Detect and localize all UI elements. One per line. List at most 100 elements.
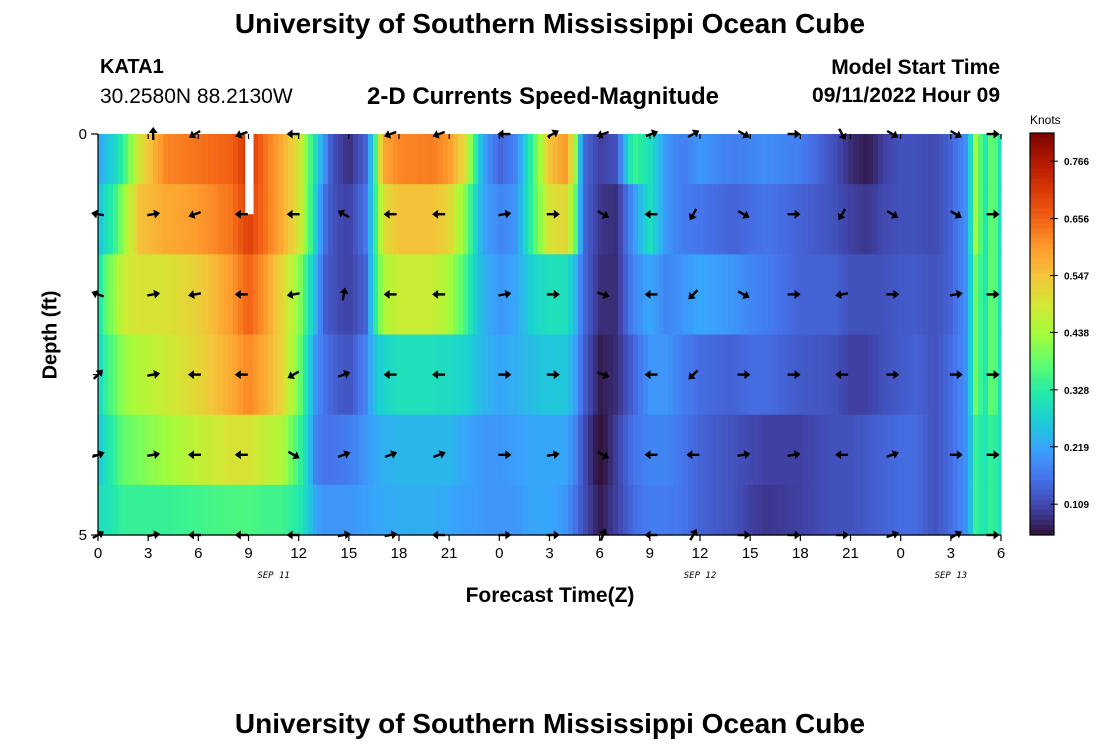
heatmap-cell [748,414,754,486]
heatmap-cell [618,184,624,255]
heatmap-cell [563,134,569,185]
heatmap-cell [558,484,564,536]
heatmap-cell [828,484,834,536]
colorbar-cell [1030,509,1054,516]
heatmap-cell [378,254,384,336]
heatmap-cell [503,134,509,185]
heatmap-cell [778,414,784,486]
heatmap-cell [373,484,379,536]
heatmap-cell [138,184,144,255]
colorbar-cell [1030,334,1054,340]
heatmap-cell [118,334,124,416]
heatmap-cell [908,484,914,536]
heatmap-cell [858,134,864,185]
current-arrow [188,530,201,540]
heatmap-cell [658,134,664,185]
colorbar-cell [1030,414,1054,420]
heatmap-cell [523,134,529,185]
heatmap-cell [758,414,764,486]
heatmap-cell [338,484,344,536]
x-tick-label: 9 [646,545,654,562]
colorbar-cell [1030,524,1054,531]
heatmap-cell [843,484,849,536]
heatmap-cell [638,484,644,536]
x-tick-label: 0 [94,545,102,562]
heatmap-cell [753,254,759,336]
current-arrow [383,370,397,380]
current-arrow [950,210,962,219]
heatmap-cell [808,484,814,536]
heatmap-cell [338,414,344,486]
heatmap-cell [523,254,529,336]
heatmap-cell [678,184,684,255]
heatmap-cell [918,184,924,255]
heatmap-cell [173,334,179,416]
heatmap-cell [998,134,1002,185]
heatmap-cell [908,254,914,336]
current-arrow [835,290,849,300]
heatmap-cell [193,184,199,255]
heatmap-cell [868,184,874,255]
current-arrow [337,450,351,459]
heatmap-cell [403,334,409,416]
heatmap-cell [853,254,859,336]
heatmap-cell [228,484,234,536]
heatmap-cell [938,484,944,536]
heatmap-cell [303,334,309,416]
heatmap-cell [588,334,594,416]
heatmap-cell [713,414,719,486]
heatmap-cell [978,254,984,336]
heatmap-cell [483,134,489,185]
heatmap-cell [973,134,979,185]
x-tick-label: 21 [842,545,859,562]
heatmap-cell [808,414,814,486]
heatmap-cell [368,134,374,185]
heatmap-cell [553,414,559,486]
colorbar-cell [1030,268,1054,275]
heatmap-cell [668,184,674,255]
heatmap-cell [453,254,459,336]
heatmap-cell [518,484,524,536]
current-arrow [688,369,699,380]
heatmap-cell [258,334,264,416]
heatmap-cell [773,414,779,486]
heatmap-cell [743,134,749,185]
heatmap-cell [798,484,804,536]
heatmap-cell [358,134,364,185]
colorbar-cell [1030,444,1054,451]
heatmap-cell [833,254,839,336]
heatmap-cell [848,484,854,536]
heatmap-cell [368,484,374,536]
current-arrow [737,129,750,139]
heatmap-cell [458,484,464,536]
colorbar-cell [1030,499,1054,506]
heatmap-cell [413,254,419,336]
heatmap-cell [478,334,484,416]
heatmap-cell [103,134,109,185]
heatmap-cell [753,184,759,255]
current-arrow [188,450,201,460]
heatmap-cell [163,484,169,536]
heatmap-cell [323,484,329,536]
heatmap-cell [328,484,334,536]
heatmap-cell [723,484,729,536]
heatmap-cell [423,254,429,336]
colorbar-cell [1030,213,1054,219]
heatmap-cell [573,334,579,416]
heatmap-cell [463,334,469,416]
heatmap-cell [673,334,679,416]
heatmap-cell [473,414,479,486]
heatmap-cell [568,134,574,185]
current-arrow [286,209,300,219]
heatmap-cell [283,184,289,255]
heatmap-cell [978,334,984,416]
heatmap-cell [143,184,149,255]
heatmap-cell [428,414,434,486]
heatmap-cell [763,134,769,185]
current-arrow [950,129,962,139]
heatmap-cell [963,414,969,486]
missing-data-segment [245,134,254,215]
heatmap-cell [713,254,719,336]
heatmap-cell [793,184,799,255]
